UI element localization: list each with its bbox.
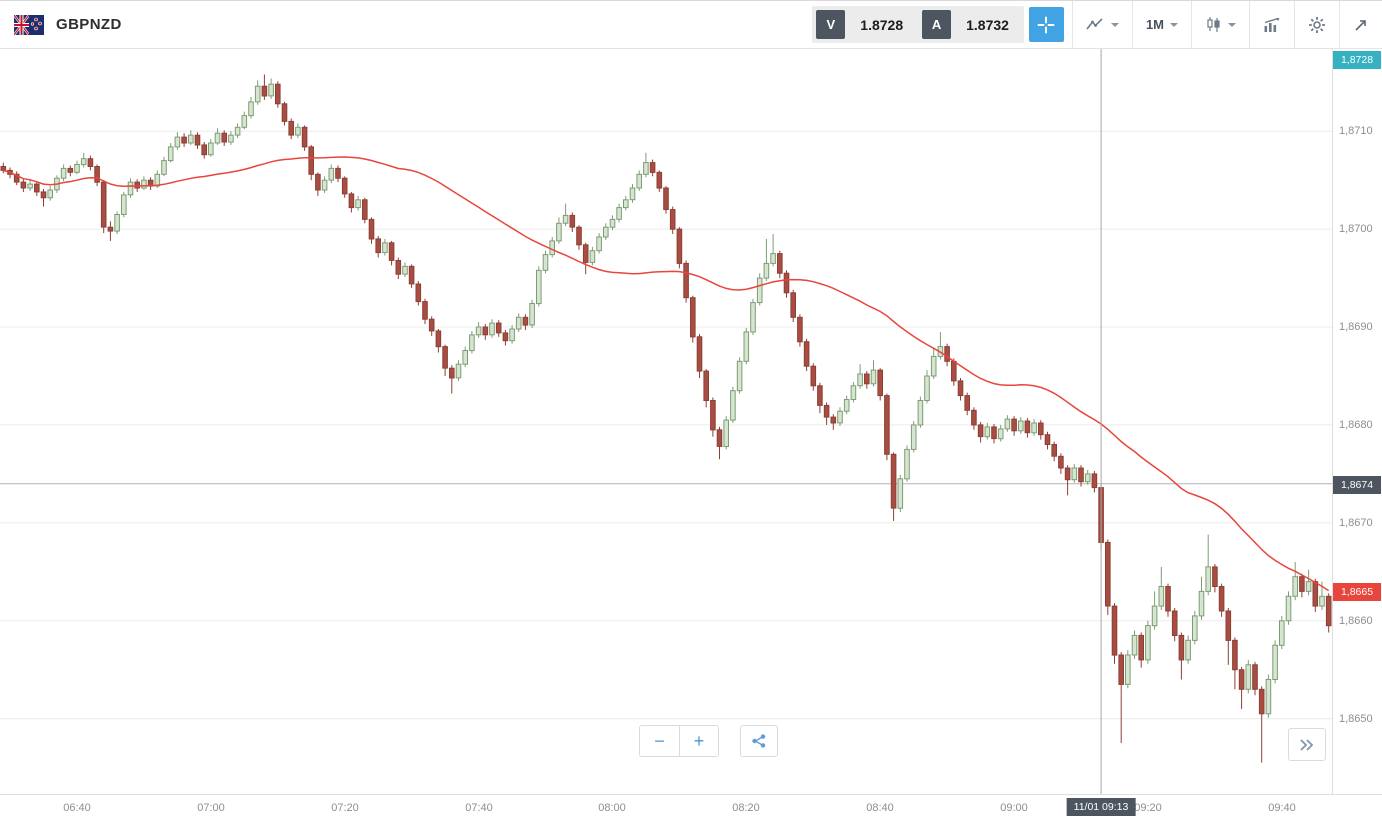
zoom-in-button[interactable]: + [679,726,718,756]
price-chart[interactable] [0,49,1332,796]
sell-button[interactable]: V [816,10,846,39]
candle-style-button[interactable] [1192,1,1249,48]
instrument-header: GBPNZD [0,14,122,35]
settings-button[interactable] [1295,1,1339,48]
instrument-flag-icon [14,14,44,35]
time-tick-label: 09:20 [1134,802,1162,814]
toolbar-actions: V 1.8728 A 1.8732 [812,1,1382,48]
price-tick-label: 1,8670 [1339,517,1373,529]
sell-price[interactable]: 1.8728 [860,16,904,33]
price-tick-label: 1,8680 [1339,419,1373,431]
toolbar-divider [1131,1,1133,48]
timeframe-label: 1M [1145,17,1164,32]
zoom-out-button[interactable]: − [640,726,679,756]
time-axis[interactable]: 06:40 07:00 07:20 07:40 08:00 08:20 08:40 09:00… [0,794,1382,823]
toolbar: GBPNZD V 1.8728 A 1.8732 [0,1,1382,49]
price-tick-label: 1,8690 [1339,321,1373,333]
time-tick-label: 09:00 [1000,802,1028,814]
clamped-price-badge: 1,8728 [1333,51,1381,69]
toolbar-divider [1249,1,1250,48]
collapse-icon [1353,17,1369,33]
zoom-controls: − + [639,725,719,757]
instrument-symbol: GBPNZD [56,16,122,33]
share-button[interactable] [740,725,778,757]
toolbar-divider [1071,1,1073,48]
price-tick-label: 1,8660 [1339,615,1373,627]
crosshair-button[interactable] [1028,7,1064,42]
chevron-down-icon [1170,22,1178,27]
indicators-button[interactable] [1250,1,1294,48]
collapse-button[interactable] [1340,1,1382,48]
time-tick-label: 09:40 [1268,802,1296,814]
share-icon [751,733,767,749]
crosshair-icon [1037,16,1055,34]
time-tick-label: 07:20 [331,802,359,814]
chevron-down-icon [1110,22,1119,27]
toolbar-divider [1339,1,1340,48]
time-tick-label: 06:40 [63,802,91,814]
jump-to-latest-button[interactable] [1288,728,1326,761]
price-tick-label: 1,8710 [1339,125,1373,137]
time-tick-label: 07:40 [465,802,493,814]
reference-price-badge: 1,8674 [1333,476,1381,494]
quote-panel: V 1.8728 A 1.8732 [812,6,1024,43]
line-chart-icon [1086,17,1105,32]
double-chevron-right-icon [1299,738,1315,752]
buy-price[interactable]: 1.8732 [966,16,1009,33]
price-axis[interactable]: 1,8710 1,8700 1,8690 1,8680 1,8670 1,8660 1,86… [1332,49,1382,796]
price-tick-label: 1,8650 [1339,713,1373,725]
time-tick-label: 08:40 [866,802,894,814]
indicators-icon [1263,17,1281,33]
buy-button[interactable]: A [922,10,952,39]
crosshair-time-badge: 11/01 09:13 [1066,798,1136,816]
timeframe-button[interactable]: 1M [1133,1,1191,48]
time-tick-label: 07:00 [197,802,225,814]
ma-price-badge: 1,8665 [1333,583,1381,601]
candlestick-icon [1205,16,1222,33]
toolbar-divider [1191,1,1192,48]
price-tick-label: 1,8700 [1339,223,1373,235]
chevron-down-icon [1228,22,1236,27]
chart-type-button[interactable] [1073,1,1132,48]
toolbar-divider [1294,1,1295,48]
time-tick-label: 08:00 [598,802,626,814]
time-tick-label: 08:20 [732,802,760,814]
gear-icon [1308,16,1326,34]
